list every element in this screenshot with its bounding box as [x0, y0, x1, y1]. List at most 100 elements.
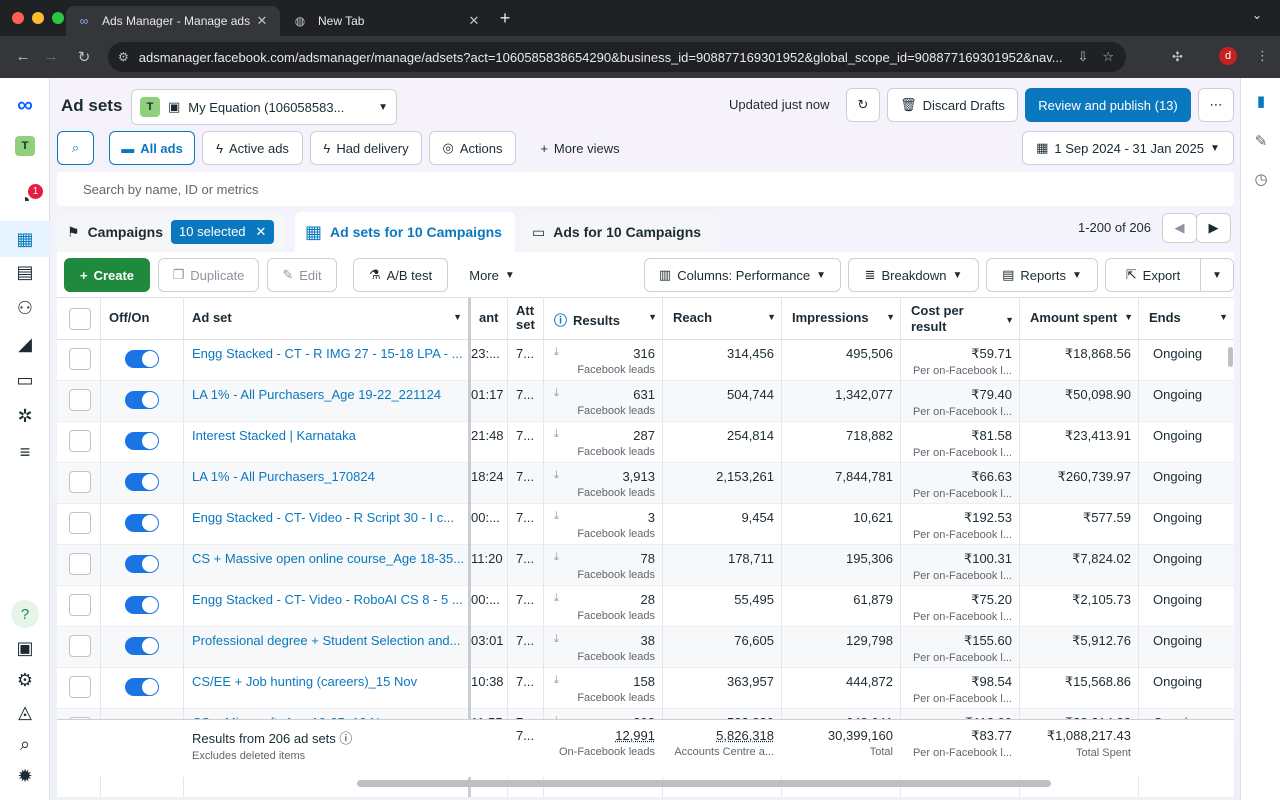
back-button[interactable]: ←: [15, 48, 31, 65]
address-bar[interactable]: ⚙ adsmanager.facebook.com/adsmanager/man…: [108, 42, 1126, 72]
site-info-icon[interactable]: ⚙: [118, 50, 129, 64]
account-tile[interactable]: T: [15, 136, 35, 156]
search-toggle-button[interactable]: ⌕: [57, 131, 94, 165]
profile-avatar[interactable]: d: [1219, 47, 1237, 65]
minimize-window-button[interactable]: [32, 12, 44, 24]
extensions-icon[interactable]: ✣: [1172, 49, 1183, 64]
tab-campaigns[interactable]: ⚑ Campaigns 10 selected ✕: [57, 212, 285, 252]
table-row[interactable]: LA 1% - All Purchasers_Age 19-22_221124 0…: [57, 381, 1234, 422]
create-button[interactable]: + Create: [64, 258, 150, 292]
close-tab-icon[interactable]: ✕: [468, 13, 480, 28]
adset-toggle[interactable]: [125, 637, 159, 655]
header-reach[interactable]: Reach ▼: [673, 310, 776, 325]
header-attribution[interactable]: Att set: [516, 303, 535, 332]
table-row[interactable]: CS + Massive open online course_Age 18-3…: [57, 545, 1234, 586]
adset-name-link[interactable]: Professional degree + Student Selection …: [192, 633, 461, 648]
row-checkbox[interactable]: [69, 471, 91, 493]
settings-icon[interactable]: ⚙: [16, 670, 34, 690]
bookmark-star-icon[interactable]: ☆: [1102, 49, 1114, 64]
more-views-button[interactable]: + More views: [540, 140, 620, 156]
forward-button[interactable]: →: [43, 48, 59, 65]
adset-toggle[interactable]: [125, 678, 159, 696]
row-checkbox[interactable]: [69, 553, 91, 575]
adset-name-link[interactable]: LA 1% - All Purchasers_170824: [192, 469, 375, 484]
table-row[interactable]: Professional degree + Student Selection …: [57, 627, 1234, 668]
account-selector[interactable]: T ▣ My Equation (106058583... ▼: [131, 89, 397, 125]
install-app-icon[interactable]: ⇩: [1077, 49, 1089, 64]
header-cost-per-result[interactable]: Cost per result ▼: [911, 303, 1014, 334]
meta-logo-icon[interactable]: ∞: [17, 92, 33, 117]
header-offon[interactable]: Off/On: [109, 310, 150, 325]
table-row[interactable]: Engg Stacked - CT- Video - R Script 30 -…: [57, 504, 1234, 545]
adset-toggle[interactable]: [125, 391, 159, 409]
columns-dropdown[interactable]: ▥ Columns: Performance ▼: [644, 258, 841, 292]
header-ends[interactable]: Ends ▼: [1149, 310, 1228, 325]
table-row[interactable]: Interest Stacked | Karnataka 21:48 7... ⤓ 28…: [57, 422, 1234, 463]
header-results[interactable]: ⓘ Results ▼: [554, 312, 657, 328]
adset-name-link[interactable]: CS + Massive open online course_Age 18-3…: [192, 551, 465, 566]
row-checkbox[interactable]: [69, 348, 91, 370]
pencil-icon[interactable]: ✎: [1254, 133, 1268, 150]
notifications-icon[interactable]: ◔ 1: [0, 184, 50, 211]
adset-toggle[interactable]: [125, 514, 159, 532]
tab-adsets[interactable]: ▦ Ad sets for 10 Campaigns: [295, 212, 515, 252]
select-all-checkbox[interactable]: [69, 308, 91, 330]
table-row[interactable]: Engg Stacked - CT - R IMG 27 - 15-18 LPA…: [57, 340, 1234, 381]
date-range-picker[interactable]: ▦ 1 Sep 2024 - 31 Jan 2025 ▼: [1022, 131, 1234, 165]
table-row[interactable]: CS/EE + Job hunting (careers)_15 Nov 10:3…: [57, 668, 1234, 709]
clear-selection-icon[interactable]: ✕: [255, 224, 267, 239]
adset-name-link[interactable]: Engg Stacked - CT- Video - RoboAI CS 8 -…: [192, 592, 463, 607]
breakdown-dropdown[interactable]: ≣ Breakdown ▼: [848, 258, 979, 292]
tab-search-icon[interactable]: ⌄: [1252, 8, 1263, 22]
search-input[interactable]: Search by name, ID or metrics: [57, 172, 1234, 206]
row-checkbox[interactable]: [69, 430, 91, 452]
adset-name-link[interactable]: Engg Stacked - CT- Video - R Script 30 -…: [192, 510, 455, 525]
search-icon[interactable]: ⌕: [19, 734, 31, 754]
prev-page-button[interactable]: ◀: [1162, 213, 1197, 243]
vertical-scrollbar[interactable]: [1228, 347, 1233, 367]
adset-toggle[interactable]: [125, 432, 159, 450]
adset-toggle[interactable]: [125, 473, 159, 491]
tab-ads[interactable]: ▭ Ads for 10 Campaigns: [522, 212, 718, 252]
row-checkbox[interactable]: [69, 389, 91, 411]
refresh-button[interactable]: ↻: [846, 88, 880, 122]
table-row[interactable]: Engg Stacked - CT- Video - RoboAI CS 8 -…: [57, 586, 1234, 627]
help-icon[interactable]: ?: [0, 600, 50, 628]
export-options-button[interactable]: ▼: [1200, 258, 1234, 292]
horizontal-scrollbar[interactable]: [357, 780, 1051, 787]
header-impressions[interactable]: Impressions ▼: [792, 310, 895, 325]
browser-tab-ads-manager[interactable]: ∞ Ads Manager - Manage ads - ✕: [66, 6, 280, 36]
header-adset[interactable]: Ad set ▼: [192, 310, 462, 325]
chrome-menu-icon[interactable]: ⋮: [1256, 48, 1269, 63]
adset-name-link[interactable]: CS/EE + Job hunting (careers)_15 Nov: [192, 674, 418, 689]
maximize-window-button[interactable]: [52, 12, 64, 24]
adset-name-link[interactable]: LA 1% - All Purchasers_Age 19-22_221124: [192, 387, 442, 402]
all-ads-button[interactable]: ▬ All ads: [109, 131, 195, 165]
close-tab-icon[interactable]: ✕: [256, 13, 268, 28]
new-tab-button[interactable]: +: [499, 8, 511, 28]
row-checkbox[interactable]: [69, 594, 91, 616]
docs-icon[interactable]: ▣: [16, 638, 34, 658]
audiences-icon[interactable]: ⚇: [16, 298, 34, 318]
more-options-button[interactable]: ⋯: [1198, 88, 1234, 122]
campaigns-icon[interactable]: ◢: [18, 334, 32, 354]
close-window-button[interactable]: [12, 12, 24, 24]
adset-toggle[interactable]: [125, 555, 159, 573]
adset-toggle[interactable]: [125, 596, 159, 614]
row-checkbox[interactable]: [69, 676, 91, 698]
chart-icon[interactable]: ▮: [1256, 93, 1266, 110]
history-clock-icon[interactable]: ◷: [1254, 171, 1268, 188]
adset-toggle[interactable]: [125, 350, 159, 368]
next-page-button[interactable]: ▶: [1196, 213, 1231, 243]
business-tools-icon[interactable]: ✲: [17, 406, 33, 426]
all-tools-icon[interactable]: ≡: [19, 442, 31, 462]
actions-button[interactable]: ◎ Actions: [429, 131, 516, 165]
ab-test-button[interactable]: ⚗ A/B test: [353, 258, 448, 292]
adset-name-link[interactable]: Engg Stacked - CT - R IMG 27 - 15-18 LPA…: [192, 346, 463, 361]
selected-chip[interactable]: 10 selected ✕: [171, 220, 275, 244]
export-button[interactable]: ⇱ Export: [1105, 258, 1201, 292]
more-actions-button[interactable]: More ▼: [458, 258, 526, 292]
active-ads-button[interactable]: ϟ Active ads: [202, 131, 303, 165]
header-bid[interactable]: ant: [479, 310, 499, 325]
row-checkbox[interactable]: [69, 512, 91, 534]
